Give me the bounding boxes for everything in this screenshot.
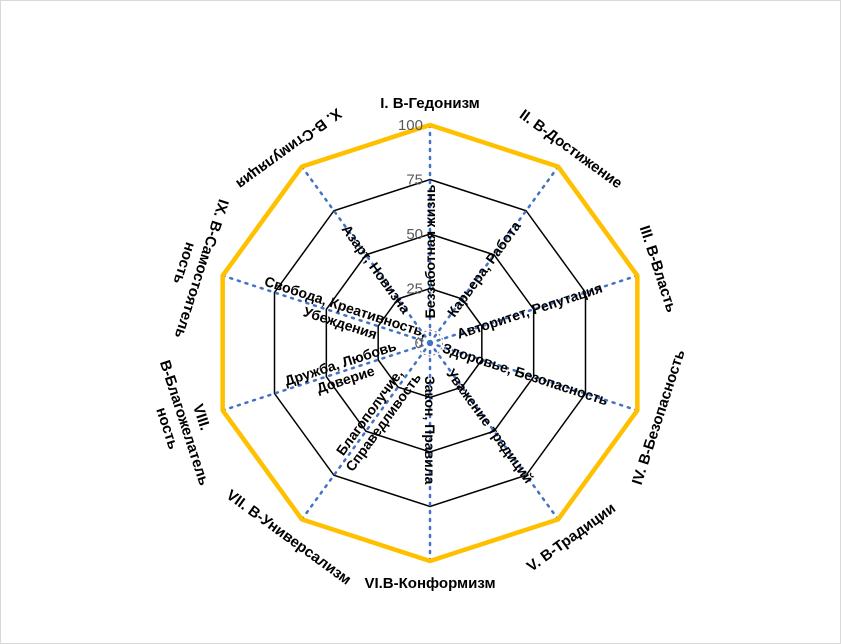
- grid-ring-center: [417, 329, 443, 357]
- grid-layer: [273, 178, 587, 508]
- series-point-4: [635, 408, 639, 412]
- series-point-9: [221, 274, 225, 278]
- grid-ring-25: [377, 287, 483, 399]
- tick-label-25: 25: [406, 281, 423, 298]
- axis-label-10-line: X. В-Стимуляция: [233, 104, 345, 192]
- tick-label-50: 50: [406, 226, 423, 243]
- inner-label-layer: Беззаботная жизнь Карьера, РаботаАвторите…: [263, 184, 611, 486]
- inner-label-2: Карьера, Работа: [444, 218, 524, 320]
- series-layer: [220, 122, 640, 564]
- tick-label-75: 75: [406, 172, 423, 189]
- axis-label-9: IX. В-Самостоятельность: [154, 191, 232, 340]
- series-point-8: [221, 408, 225, 412]
- series-point-6: [428, 559, 432, 563]
- tick-label-100: 100: [398, 117, 423, 134]
- tick-label-0: 0: [415, 335, 423, 352]
- axis-label-6-line: VI.В-Конформизм: [364, 575, 495, 592]
- axis-label-1: I. В-Гедонизм: [380, 95, 480, 112]
- axis-label-3: III. В-Власть: [636, 223, 680, 314]
- axis-label-5: V. В-Традиции: [524, 500, 619, 576]
- series-point-2: [556, 165, 560, 169]
- inner-label-1: Беззаботная жизнь: [422, 184, 438, 318]
- series-point-10: [300, 165, 304, 169]
- tick-layer: 0 25 50 75 100: [398, 117, 423, 352]
- inner-label-5: Уважение традиций: [443, 366, 537, 486]
- axis-label-2-line: II. В-Достижение: [516, 106, 625, 192]
- axis-label-3-line: III. В-Власть: [636, 223, 680, 314]
- series-point-7: [300, 517, 304, 521]
- series-point-3: [635, 274, 639, 278]
- inner-label-2-line: Карьера, Работа: [444, 218, 524, 320]
- axis-label-10: X. В-Стимуляция: [233, 104, 345, 192]
- inner-label-1-line: Беззаботная жизнь: [422, 184, 438, 318]
- inner-label-6: Закон, Правила: [422, 376, 438, 485]
- axis-label-6: VI.В-Конформизм: [364, 575, 495, 592]
- axis-label-2: II. В-Достижение: [516, 106, 625, 192]
- inner-label-6-line: Закон, Правила: [422, 376, 438, 485]
- grid-ring-50: [325, 233, 535, 453]
- axis-label-8: VIII.В-Благожелательность: [139, 353, 230, 494]
- grid-ring-75: [273, 178, 587, 508]
- inner-label-5-line: Уважение традиций: [443, 366, 537, 486]
- axis-label-5-line: V. В-Традиции: [524, 500, 619, 576]
- series-point-5: [556, 517, 560, 521]
- axis-label-1-line: I. В-Гедонизм: [380, 95, 480, 112]
- series-point-1: [428, 123, 432, 127]
